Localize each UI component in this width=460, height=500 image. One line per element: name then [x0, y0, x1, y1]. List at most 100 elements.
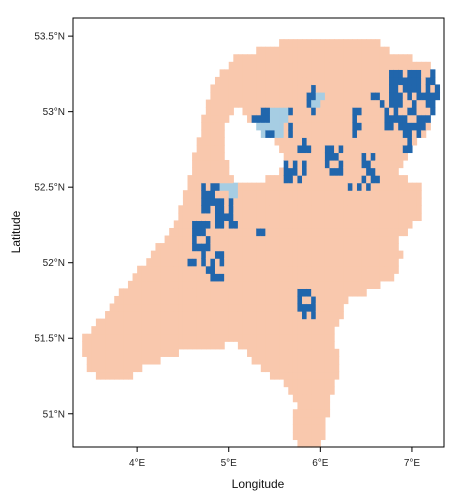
land-cell — [292, 137, 299, 146]
land-cell — [164, 311, 170, 320]
land-cell — [118, 371, 124, 380]
land-cell — [297, 311, 303, 320]
land-cell — [95, 363, 102, 373]
dark-blue-cell — [210, 273, 216, 282]
land-cell — [164, 243, 170, 252]
land-cell — [311, 424, 317, 433]
land-cell — [338, 129, 344, 138]
land-cell — [164, 333, 170, 342]
land-cell — [292, 182, 299, 191]
land-cell — [247, 114, 253, 123]
land-cell — [214, 318, 221, 327]
land-cell — [201, 129, 207, 138]
land-cell — [187, 212, 193, 222]
land-cell — [178, 212, 184, 222]
land-cell — [352, 84, 358, 93]
land-cell — [338, 84, 344, 93]
land-cell — [164, 250, 170, 259]
land-cell — [334, 144, 340, 154]
dark-blue-cell — [224, 212, 230, 222]
land-cell — [324, 107, 331, 116]
land-cell — [306, 76, 312, 86]
land-cell — [356, 205, 363, 214]
land-cell — [260, 69, 266, 78]
land-cell — [343, 273, 349, 282]
land-cell — [398, 159, 404, 169]
dark-blue-cell — [219, 273, 225, 282]
land-cell — [187, 190, 193, 199]
land-cell — [361, 182, 367, 191]
land-cell — [109, 341, 115, 350]
land-cell — [292, 288, 299, 297]
land-cell — [251, 84, 257, 93]
land-cell — [109, 356, 115, 365]
dark-blue-cell — [214, 220, 221, 229]
land-cell — [352, 167, 358, 176]
land-cell — [352, 144, 358, 154]
land-cell — [233, 318, 239, 327]
land-cell — [150, 326, 157, 335]
land-cell — [320, 333, 326, 342]
land-cell — [384, 129, 390, 138]
land-cell — [375, 220, 381, 229]
land-cell — [228, 99, 234, 108]
land-cell — [141, 341, 147, 350]
land-cell — [311, 258, 317, 267]
land-cell — [343, 167, 349, 176]
land-cell — [260, 356, 266, 365]
land-cell — [315, 379, 321, 388]
land-cell — [260, 326, 266, 335]
land-cell — [343, 175, 349, 184]
dark-blue-cell — [297, 288, 303, 297]
land-cell — [306, 197, 312, 206]
land-cell — [398, 84, 404, 93]
land-cell — [123, 371, 129, 380]
land-cell — [247, 303, 253, 312]
land-cell — [334, 92, 340, 101]
land-cell — [343, 197, 349, 206]
land-cell — [347, 205, 353, 214]
land-cell — [384, 144, 390, 154]
land-cell — [283, 227, 289, 237]
land-cell — [182, 303, 189, 312]
land-cell — [178, 333, 184, 342]
land-cell — [361, 265, 367, 274]
land-cell — [205, 333, 212, 342]
land-cell — [338, 295, 344, 305]
land-cell — [324, 182, 331, 191]
land-cell — [288, 295, 294, 305]
land-cell — [274, 303, 280, 312]
land-cell — [178, 250, 184, 259]
land-cell — [402, 175, 408, 184]
land-cell — [343, 288, 349, 297]
land-cell — [334, 303, 340, 312]
land-cell — [173, 288, 179, 297]
land-cell — [260, 341, 266, 350]
land-cell — [192, 273, 198, 282]
land-cell — [141, 311, 147, 320]
land-cell — [114, 363, 120, 373]
land-cell — [334, 46, 340, 55]
dark-blue-cell — [407, 137, 413, 146]
land-cell — [182, 235, 189, 244]
land-cell — [288, 280, 294, 289]
land-cell — [302, 386, 308, 395]
land-cell — [324, 280, 331, 289]
land-cell — [164, 265, 170, 274]
land-cell — [343, 159, 349, 169]
land-cell — [137, 295, 143, 305]
land-cell — [398, 227, 404, 237]
land-cell — [256, 326, 262, 335]
land-cell — [260, 303, 266, 312]
land-cell — [242, 84, 248, 93]
land-cell — [338, 92, 344, 101]
dark-blue-cell — [196, 227, 202, 237]
land-cell — [389, 61, 395, 70]
land-cell — [210, 159, 216, 169]
land-cell — [320, 84, 326, 93]
land-cell — [324, 69, 331, 78]
land-cell — [105, 326, 111, 335]
land-cell — [384, 190, 390, 199]
dark-blue-cell — [214, 250, 221, 259]
land-cell — [402, 227, 408, 237]
